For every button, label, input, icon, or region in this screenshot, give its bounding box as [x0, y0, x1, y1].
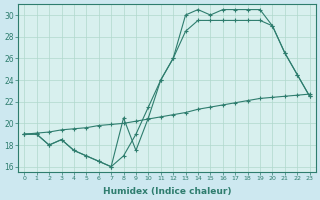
X-axis label: Humidex (Indice chaleur): Humidex (Indice chaleur)	[103, 187, 231, 196]
